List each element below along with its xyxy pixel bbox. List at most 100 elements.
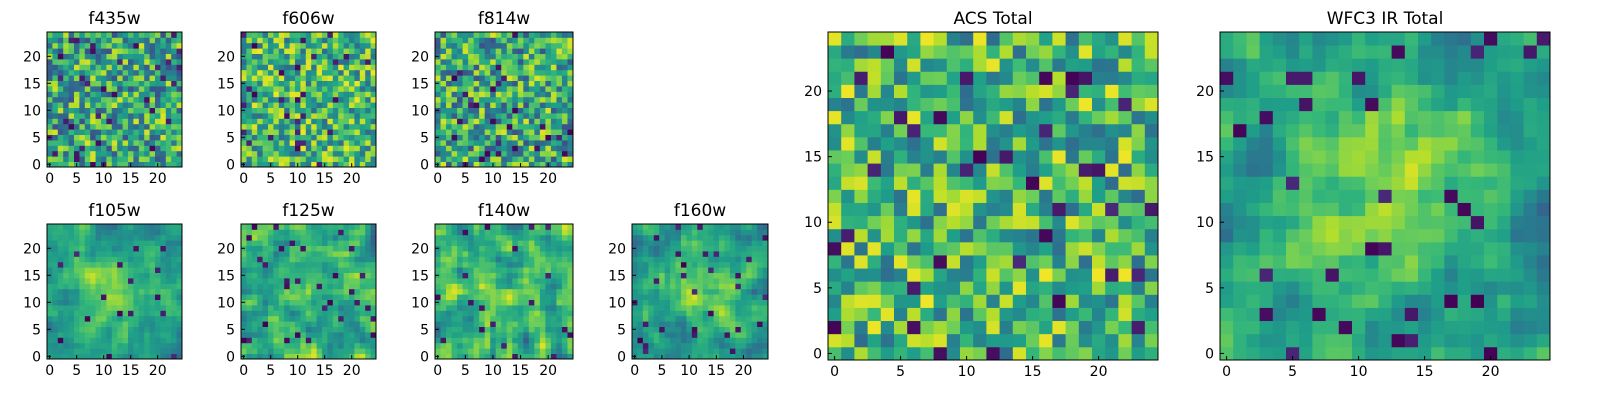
heatmap-cell	[305, 299, 312, 306]
heatmap-cell	[338, 310, 344, 317]
heatmap-cell	[343, 64, 350, 71]
heatmap-cell	[729, 288, 736, 295]
heatmap-cell	[47, 75, 53, 81]
heatmap-cell	[999, 268, 1014, 282]
heatmap-cell	[484, 261, 491, 268]
heatmap-cell	[257, 91, 263, 98]
heatmap-cell	[332, 113, 339, 119]
heatmap-cell	[300, 315, 307, 322]
heatmap-cell	[95, 299, 102, 306]
heatmap-cell	[327, 353, 334, 360]
heatmap-cell	[144, 64, 150, 71]
heatmap-cell	[479, 245, 486, 252]
heatmap-cell	[257, 272, 263, 279]
heatmap-cell	[440, 140, 447, 146]
heatmap-cell	[550, 321, 557, 327]
heatmap-cell	[740, 245, 747, 252]
heatmap-cell	[268, 80, 274, 87]
heatmap-cell	[300, 123, 307, 130]
heatmap-cell	[691, 240, 698, 246]
heatmap-cell	[365, 278, 371, 284]
heatmap-cell	[354, 96, 361, 103]
heatmap-cell	[349, 150, 355, 157]
x-tick-label: 15	[316, 171, 334, 187]
heatmap-cell	[57, 96, 64, 103]
heatmap-cell	[370, 272, 377, 279]
heatmap-cell	[907, 176, 921, 190]
heatmap-cell	[262, 59, 269, 65]
heatmap-cell	[90, 337, 96, 344]
heatmap-cell	[79, 342, 86, 349]
heatmap-cell	[57, 348, 64, 354]
heatmap-cell	[751, 278, 758, 284]
heatmap-cell	[539, 288, 546, 295]
heatmap-cell	[101, 310, 107, 317]
heatmap-cell	[327, 75, 334, 81]
heatmap-cell	[57, 240, 64, 246]
heatmap-cell	[74, 86, 80, 92]
heatmap-cell	[757, 261, 763, 268]
heatmap-cell	[300, 272, 307, 279]
heatmap-cell	[311, 156, 317, 162]
heatmap-cell	[90, 145, 96, 152]
heatmap-cell	[920, 320, 934, 335]
heatmap-cell	[517, 140, 524, 146]
heatmap-cell	[284, 129, 290, 135]
heatmap-cell	[278, 69, 285, 76]
heatmap-cell	[1026, 176, 1040, 190]
heatmap-cell	[867, 189, 882, 203]
heatmap-cell	[155, 234, 161, 241]
heatmap-cell	[284, 348, 290, 354]
heatmap-cell	[90, 310, 96, 317]
heatmap-cell	[490, 278, 497, 284]
heatmap-cell	[556, 118, 563, 125]
heatmap-cell	[278, 129, 285, 135]
heatmap-cell	[468, 123, 475, 130]
heatmap-cell	[165, 64, 172, 71]
heatmap-cell	[149, 86, 156, 92]
heatmap-cell	[133, 321, 140, 327]
heatmap-cell	[327, 261, 334, 268]
heatmap-cell	[300, 80, 307, 87]
heatmap-cell	[708, 229, 714, 236]
heatmap-cell	[457, 229, 463, 236]
heatmap-cell	[79, 240, 86, 246]
heatmap-cell	[740, 267, 747, 273]
heatmap-cell	[84, 113, 91, 119]
heatmap-cell	[365, 161, 371, 168]
heatmap-cell	[561, 64, 568, 71]
heatmap-cell	[556, 129, 563, 135]
heatmap-cell	[495, 283, 502, 290]
heatmap-cell	[57, 234, 64, 241]
y-tick-label: 5	[32, 130, 41, 146]
heatmap-cell	[468, 321, 475, 327]
heatmap-cell	[1039, 255, 1053, 269]
heatmap-cell	[986, 333, 1000, 348]
heatmap-cell	[435, 118, 441, 125]
heatmap-cell	[111, 310, 118, 317]
heatmap-cell	[880, 176, 895, 190]
heatmap-cell	[556, 332, 563, 338]
heatmap-cell	[57, 299, 64, 306]
heatmap-cell	[556, 342, 563, 349]
heatmap-cell	[545, 69, 552, 76]
heatmap-cell	[495, 245, 502, 252]
heatmap-cell	[52, 326, 59, 333]
heatmap-cell	[47, 91, 53, 98]
heatmap-cell	[176, 118, 183, 125]
heatmap-cell	[111, 283, 118, 290]
heatmap-cell	[122, 156, 129, 162]
heatmap-cell	[63, 261, 69, 268]
heatmap-cell	[1065, 176, 1080, 190]
heatmap-cell	[1078, 268, 1093, 282]
heatmap-cell	[176, 140, 183, 146]
heatmap-cell	[365, 234, 371, 241]
heatmap-cell	[545, 305, 552, 311]
y-tick-label: 0	[226, 349, 235, 365]
heatmap-cell	[473, 48, 480, 54]
heatmap-cell	[490, 53, 497, 60]
heatmap-cell	[490, 48, 497, 54]
heatmap-cell	[757, 240, 763, 246]
heatmap-cell	[268, 234, 274, 241]
heatmap-cell	[149, 305, 156, 311]
